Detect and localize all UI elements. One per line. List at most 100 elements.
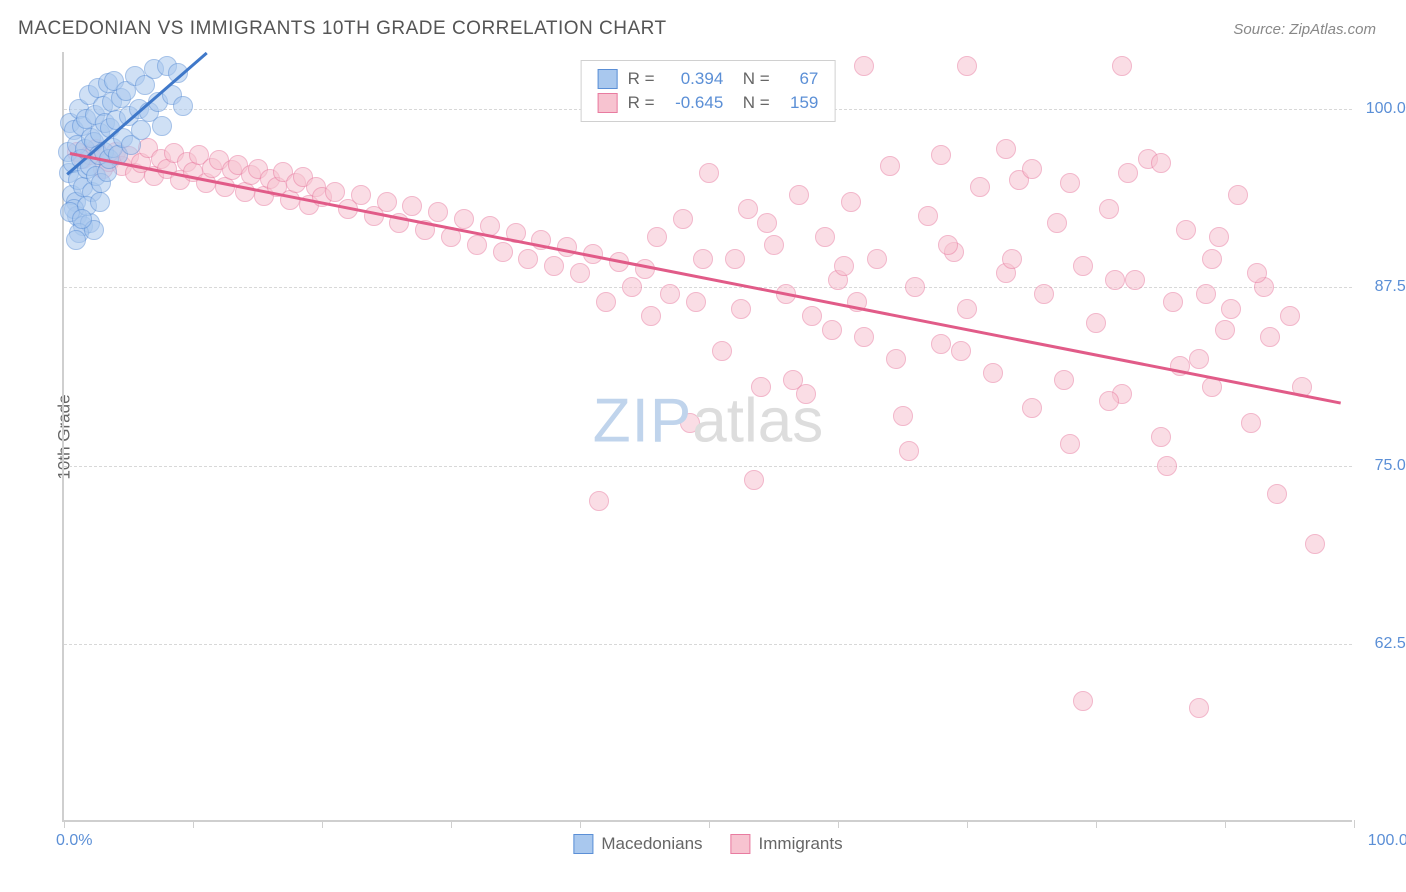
data-point [738,199,758,219]
correlation-legend: R = 0.394 N = 67 R = -0.645 N = 159 [581,60,836,122]
data-point [1305,534,1325,554]
x-tick [580,820,581,828]
data-point [518,249,538,269]
legend-item-macedonians: Macedonians [573,834,702,854]
data-point [641,306,661,326]
x-tick [838,820,839,828]
chart-area: 10th Grade ZIPatlas R = 0.394 N = 67 R =… [50,52,1380,822]
data-point [815,227,835,247]
y-tick-label: 75.0% [1360,457,1406,475]
data-point [867,249,887,269]
data-point [1151,427,1171,447]
x-tick [322,820,323,828]
data-point [680,413,700,433]
data-point [796,384,816,404]
data-point [152,116,172,136]
data-point [725,249,745,269]
data-point [589,491,609,511]
x-tick [451,820,452,828]
data-point [1228,185,1248,205]
swatch-macedonians [598,69,618,89]
data-point [731,299,751,319]
data-point [1073,256,1093,276]
data-point [1022,159,1042,179]
r-value-macedonians: 0.394 [669,69,723,89]
data-point [854,56,874,76]
x-tick [967,820,968,828]
data-point [467,235,487,255]
legend-row-immigrants: R = -0.645 N = 159 [598,91,819,115]
data-point [66,230,86,250]
data-point [1151,153,1171,173]
series-legend: Macedonians Immigrants [573,834,842,854]
n-value-macedonians: 67 [784,69,818,89]
data-point [1118,163,1138,183]
data-point [699,163,719,183]
data-point [1260,327,1280,347]
gridline [64,644,1352,645]
data-point [951,341,971,361]
data-point [1163,292,1183,312]
data-point [1125,270,1145,290]
data-point [1247,263,1267,283]
data-point [957,299,977,319]
data-point [647,227,667,247]
data-point [834,256,854,276]
x-tick [64,820,65,828]
data-point [1189,698,1209,718]
data-point [751,377,771,397]
data-point [1280,306,1300,326]
data-point [1189,349,1209,369]
data-point [660,284,680,304]
chart-header: MACEDONIAN VS IMMIGRANTS 10TH GRADE CORR… [0,0,1406,50]
data-point [173,96,193,116]
data-point [1022,398,1042,418]
data-point [622,277,642,297]
data-point [802,306,822,326]
swatch-icon [731,834,751,854]
trend-line [70,152,1341,404]
gridline [64,287,1352,288]
data-point [854,327,874,347]
data-point [789,185,809,205]
data-point [1073,691,1093,711]
x-tick-label: 0.0% [56,832,92,850]
data-point [131,120,151,140]
watermark: ZIPatlas [593,385,823,456]
legend-row-macedonians: R = 0.394 N = 67 [598,67,819,91]
data-point [712,341,732,361]
data-point [402,196,422,216]
x-tick [1225,820,1226,828]
y-tick-label: 62.5% [1360,635,1406,653]
data-point [983,363,1003,383]
data-point [1176,220,1196,240]
data-point [1099,391,1119,411]
data-point [931,334,951,354]
x-tick [709,820,710,828]
n-value-immigrants: 159 [784,93,818,113]
data-point [957,56,977,76]
data-point [918,206,938,226]
x-tick [193,820,194,828]
data-point [970,177,990,197]
data-point [1267,484,1287,504]
data-point [544,256,564,276]
data-point [493,242,513,262]
data-point [428,202,448,222]
data-point [880,156,900,176]
data-point [1215,320,1235,340]
source-credit: Source: ZipAtlas.com [1233,21,1376,38]
x-tick [1096,820,1097,828]
data-point [1196,284,1216,304]
data-point [1209,227,1229,247]
swatch-icon [573,834,593,854]
data-point [931,145,951,165]
data-point [1002,249,1022,269]
data-point [325,182,345,202]
plot-region: ZIPatlas R = 0.394 N = 67 R = -0.645 N =… [62,52,1352,822]
data-point [1060,173,1080,193]
data-point [938,235,958,255]
data-point [72,209,92,229]
data-point [1054,370,1074,390]
data-point [1157,456,1177,476]
